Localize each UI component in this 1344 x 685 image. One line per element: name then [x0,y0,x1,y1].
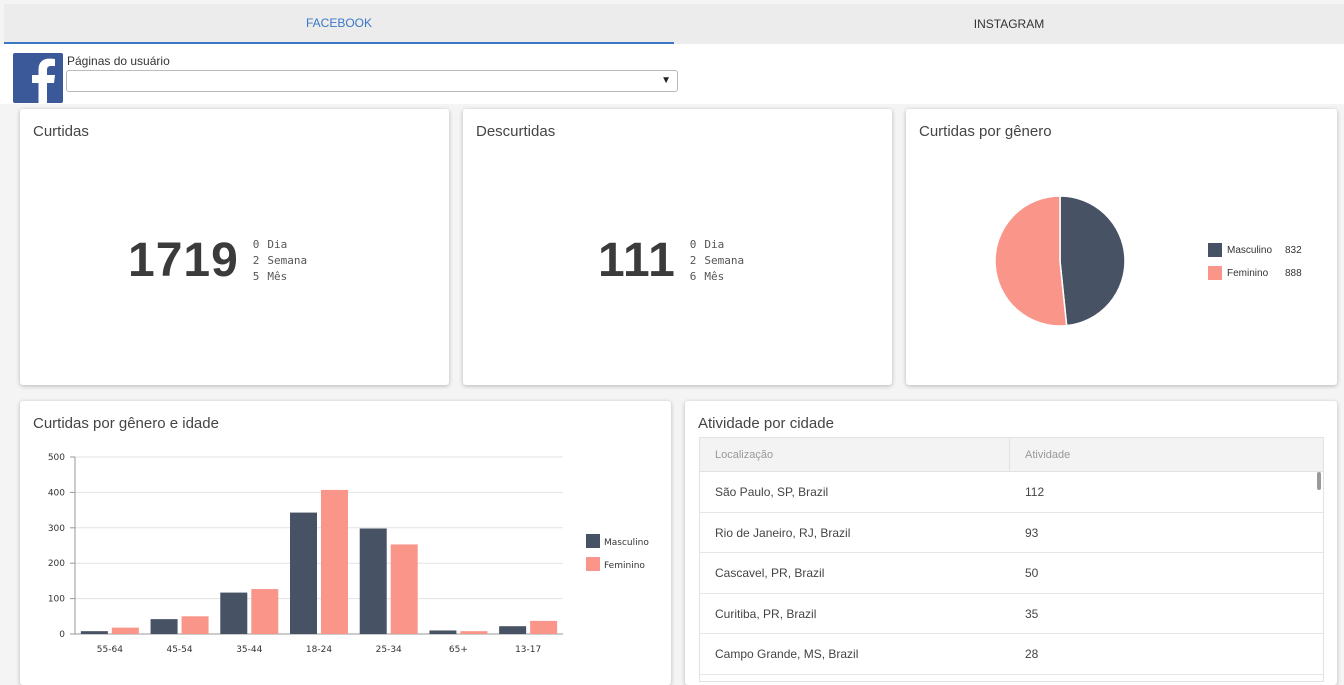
table-row[interactable]: Rio de Janeiro, RJ, Brazil 93 [700,513,1323,553]
cell-activity: 112 [1025,485,1045,499]
tab-instagram[interactable]: INSTAGRAM [973,17,1045,31]
y-tick-label: 0 [59,630,65,640]
x-tick-label: 65+ [449,645,468,655]
cidades-title: Atividade por cidade [698,415,834,432]
cell-city: Rio de Janeiro, RJ, Brazil [715,525,851,540]
legend-label-feminino: Feminino [604,561,645,571]
x-tick-label: 35-44 [236,645,262,655]
cell-activity: 93 [1025,525,1039,540]
y-tick-label: 200 [48,559,65,569]
x-tick-label: 25-34 [376,645,402,655]
y-tick-label: 300 [48,524,65,534]
curtidas-mes: 5 Mês [252,270,288,283]
bar-feminino-35-44[interactable] [251,589,279,634]
facebook-logo-icon [13,53,63,103]
legend-swatch-feminino [1208,266,1222,280]
bar-masculino-55-64[interactable] [80,631,108,634]
page-selector-dropdown[interactable]: ▼ [66,70,678,92]
legend-feminino: Feminino 888 [1208,266,1302,280]
y-tick-label: 400 [48,488,65,498]
pie-slice-feminino[interactable] [994,195,1068,327]
curtidas-dia: 0 Dia [252,238,288,251]
descurtidas-dia: 0 Dia [689,238,725,251]
bar-feminino-13-17[interactable] [530,620,558,634]
column-header-localizacao[interactable]: Localização [700,438,1010,471]
cell-city: Cascavel, PR, Brazil [715,566,825,580]
descurtidas-mes: 6 Mês [689,270,725,283]
page-selector-label: Páginas do usuário [67,54,170,68]
cell-city: São Paulo, SP, Brazil [715,485,829,499]
curtidas-title: Curtidas [33,123,89,140]
legend-label-feminino: Feminino [1227,267,1269,279]
curtidas-semana: 2 Semana [252,254,308,267]
table-row[interactable]: Cascavel, PR, Brazil 50 [700,553,1323,594]
pie-slice-masculino[interactable] [1059,195,1126,327]
table-row[interactable]: Campo Grande, MS, Brazil 28 [700,634,1323,675]
table-scrollbar[interactable] [1317,472,1321,490]
x-tick-label: 18-24 [306,645,332,655]
table-row[interactable]: Curitiba, PR, Brazil 35 [700,594,1323,634]
curtidas-card: Curtidas 1719 0 Dia 2 Semana 5 Mês [20,109,449,385]
y-tick-label: 500 [48,453,65,463]
cidades-table: Localização Atividade São Paulo, SP, Bra… [699,437,1324,682]
bar-feminino-25-34[interactable] [390,544,418,634]
descurtidas-total: 111 [598,234,676,287]
cell-city: Campo Grande, MS, Brazil [715,647,859,661]
y-tick-label: 100 [48,595,65,605]
legend-value-masculino: 832 [1285,244,1302,256]
genero-pie-chart [994,195,1126,327]
cell-activity: 28 [1025,647,1039,661]
bar-feminino-65+[interactable] [460,631,488,634]
legend-swatch-feminino [586,557,600,571]
x-tick-label: 13-17 [515,645,541,655]
legend-label-masculino: Masculino [1227,244,1273,256]
curtidas-stats: 1719 0 Dia 2 Semana 5 Mês [128,237,307,285]
table-header: Localização Atividade [700,438,1323,472]
legend-masculino: Masculino 832 [1208,243,1302,257]
cidades-card: Atividade por cidade Localização Ativida… [685,401,1337,685]
bar-feminino-55-64[interactable] [111,627,139,634]
descurtidas-card: Descurtidas 111 0 Dia 2 Semana 6 Mês [463,109,892,385]
bar-masculino-65+[interactable] [429,630,457,634]
x-tick-label: 45-54 [166,645,192,655]
cell-activity: 35 [1025,606,1039,621]
legend-swatch-masculino [586,534,600,548]
descurtidas-title: Descurtidas [476,123,556,140]
legend-label-masculino: Masculino [604,538,649,548]
column-header-atividade[interactable]: Atividade [1025,449,1071,461]
idade-bar-chart: 0 100 200 300 400 500 55-64 45-54 35-44 18-24 25-3… [48,453,650,655]
bar-masculino-35-44[interactable] [220,592,248,634]
tab-bar: FACEBOOK INSTAGRAM [4,4,1344,44]
tab-facebook[interactable]: FACEBOOK [4,4,674,44]
idade-title: Curtidas por gênero e idade [33,415,219,432]
legend-swatch-masculino [1208,243,1222,257]
bar-masculino-13-17[interactable] [499,626,527,634]
genero-title: Curtidas por gênero [919,123,1052,140]
cell-city: Curitiba, PR, Brazil [715,606,817,621]
idade-card: Curtidas por gênero e idade 0 100 200 300 40… [20,401,671,685]
legend-value-feminino: 888 [1285,267,1302,279]
descurtidas-stats: 111 0 Dia 2 Semana 6 Mês [598,237,744,285]
bar-feminino-18-24[interactable] [321,489,348,634]
descurtidas-semana: 2 Semana [689,254,745,267]
genero-card: Curtidas por gênero Masculino 832 Femini… [906,109,1337,385]
curtidas-total: 1719 [128,234,239,287]
bar-masculino-25-34[interactable] [359,528,387,634]
x-tick-label: 55-64 [97,645,123,655]
bar-masculino-18-24[interactable] [290,512,317,634]
bar-masculino-45-54[interactable] [150,619,178,634]
chevron-down-icon: ▼ [661,75,671,86]
cell-activity: 50 [1025,566,1039,580]
table-row[interactable]: São Paulo, SP, Brazil 112 [700,472,1323,513]
bar-feminino-45-54[interactable] [181,616,209,634]
